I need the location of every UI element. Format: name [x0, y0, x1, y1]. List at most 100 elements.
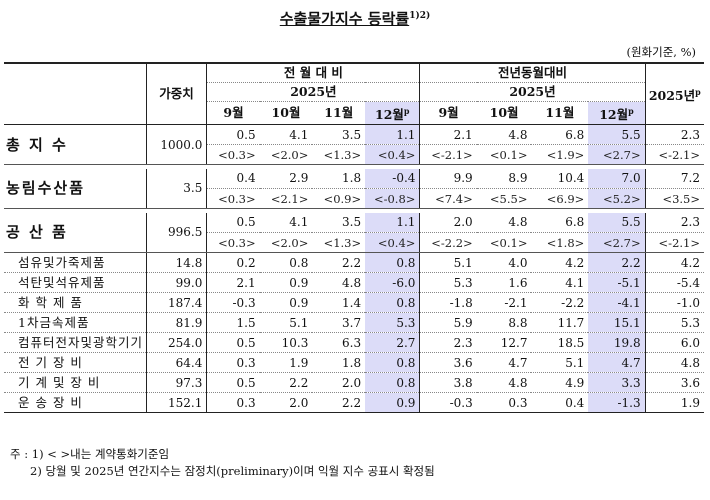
value-cell: 5.1	[531, 352, 589, 374]
header-mom-month: 10월	[259, 101, 313, 126]
value-cell: 0.8	[365, 372, 421, 394]
value-cell: 10.4	[531, 168, 589, 190]
value-cell: 3.7	[312, 312, 366, 334]
value-cell: -6.0	[365, 272, 421, 294]
value-cell: 2.2	[312, 392, 366, 414]
category-name: 총 지 수	[4, 124, 147, 166]
contract-currency-cell: <0.4>	[365, 144, 421, 166]
contract-currency-cell: <-2.1>	[419, 144, 477, 166]
value-cell: 4.0	[476, 252, 532, 274]
value-cell: -1.3	[588, 392, 646, 414]
subcategory-name: 석탄및석유제품	[4, 272, 147, 294]
category-weight: 1000.0	[146, 124, 208, 166]
value-cell: -0.4	[365, 168, 421, 190]
value-cell: 0.9	[259, 292, 313, 314]
subcategory-weight: 99.0	[146, 272, 208, 294]
value-cell: 4.7	[588, 352, 646, 374]
value-cell: 5.1	[259, 312, 313, 334]
contract-currency-cell: <0.4>	[365, 232, 421, 254]
value-cell: 5.5	[588, 212, 646, 234]
contract-currency-cell: <2.0>	[259, 144, 313, 166]
value-cell: 4.1	[531, 272, 589, 294]
subcategory-name: 화 학 제 품	[4, 292, 147, 314]
annual-value: -1.0	[645, 292, 704, 314]
value-cell: 10.3	[259, 332, 313, 354]
value-cell: 2.1	[419, 124, 477, 146]
value-cell: 4.9	[531, 372, 589, 394]
value-cell: 1.1	[365, 212, 421, 234]
contract-currency-cell: <2.7>	[588, 144, 646, 166]
header-mom-month: 9월	[206, 101, 260, 126]
value-cell: 0.9	[259, 272, 313, 294]
value-cell: 3.6	[419, 352, 477, 374]
subcategory-name: 전 기 장 비	[4, 352, 147, 374]
contract-currency-cell: <0.3>	[206, 144, 260, 166]
value-cell: 0.3	[206, 392, 260, 414]
value-cell: 1.4	[312, 292, 366, 314]
value-cell: 0.8	[365, 252, 421, 274]
value-cell: 0.2	[206, 252, 260, 274]
value-cell: 19.8	[588, 332, 646, 354]
annual-value: 4.2	[645, 252, 704, 274]
value-cell: 0.8	[365, 352, 421, 374]
page-title: 수출물가지수 등락률1)2)	[0, 8, 710, 29]
header-blank	[4, 62, 147, 126]
value-cell: 6.8	[531, 124, 589, 146]
annual-value: 5.3	[645, 312, 704, 334]
value-cell: 2.2	[259, 372, 313, 394]
annual-value: -5.4	[645, 272, 704, 294]
subcategory-name: 컴퓨터전자및광학기기	[4, 332, 147, 354]
value-cell: 2.9	[259, 168, 313, 190]
value-cell: 1.1	[365, 124, 421, 146]
value-cell: 15.1	[588, 312, 646, 334]
contract-currency-cell: <0.3>	[206, 188, 260, 210]
category-name: 농림수산품	[4, 168, 147, 210]
header-annual: 2025년p	[645, 62, 704, 126]
contract-currency-cell: <-2.2>	[419, 232, 477, 254]
value-cell: 8.8	[476, 312, 532, 334]
contract-currency-cell: <2.0>	[259, 232, 313, 254]
annual-value: 7.2	[645, 168, 704, 190]
value-cell: 4.2	[531, 252, 589, 274]
price-index-table: 가중치 전 월 대 비 전년동월대비 2025년p 2025년 2025년 9월…	[4, 62, 704, 414]
value-cell: -4.1	[588, 292, 646, 314]
value-cell: 7.0	[588, 168, 646, 190]
annual-value: 2.3	[645, 212, 704, 234]
value-cell: 3.5	[312, 212, 366, 234]
value-cell: 3.8	[419, 372, 477, 394]
category-name: 공 산 품	[4, 212, 147, 254]
header-mom: 전 월 대 비	[206, 62, 421, 83]
annual-value: 6.0	[645, 332, 704, 354]
subcategory-weight: 152.1	[146, 392, 208, 414]
title-footnote-mark: 1)2)	[409, 11, 431, 21]
value-cell: 8.9	[476, 168, 532, 190]
contract-currency-cell: <0.9>	[312, 188, 366, 210]
value-cell: 2.0	[419, 212, 477, 234]
category-weight: 3.5	[146, 168, 208, 210]
subcategory-weight: 254.0	[146, 332, 208, 354]
subcategory-weight: 187.4	[146, 292, 208, 314]
value-cell: 2.7	[365, 332, 421, 354]
value-cell: -0.3	[206, 292, 260, 314]
value-cell: 2.2	[588, 252, 646, 274]
value-cell: 4.8	[312, 272, 366, 294]
header-yoy: 전년동월대비	[419, 62, 646, 83]
value-cell: -2.2	[531, 292, 589, 314]
header-yoy-year: 2025년	[419, 82, 646, 102]
subcategory-name: 운 송 장 비	[4, 392, 147, 414]
value-cell: 0.3	[206, 352, 260, 374]
value-cell: 0.8	[365, 292, 421, 314]
note-2: 2) 당월 및 2025년 연간지수는 잠정치(preliminary)이며 익…	[30, 464, 435, 478]
subcategory-name: 섬유및가죽제품	[4, 252, 147, 274]
subcategory-weight: 81.9	[146, 312, 208, 334]
value-cell: 0.5	[206, 332, 260, 354]
title-text: 수출물가지수 등락률	[279, 10, 410, 28]
value-cell: -2.1	[476, 292, 532, 314]
value-cell: 5.9	[419, 312, 477, 334]
value-cell: 2.1	[206, 272, 260, 294]
contract-currency-cell: <0.3>	[206, 232, 260, 254]
contract-currency-cell: <1.3>	[312, 232, 366, 254]
header-yoy-month: 10월	[476, 101, 532, 126]
value-cell: 0.5	[206, 372, 260, 394]
value-cell: 5.5	[588, 124, 646, 146]
